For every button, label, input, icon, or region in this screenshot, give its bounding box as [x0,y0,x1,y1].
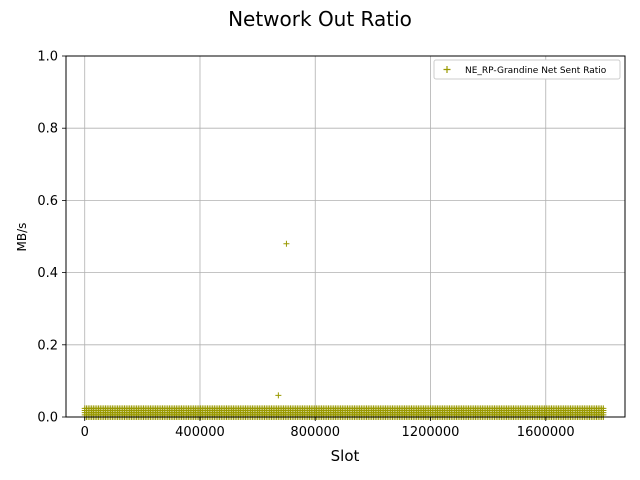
x-tick-label: 1200000 [402,425,460,440]
y-tick-label: 0.2 [37,338,58,353]
plot-area [66,56,625,417]
legend-label: NE_RP-Grandine Net Sent Ratio [465,66,607,76]
x-tick-label: 400000 [175,425,225,440]
data-point [283,240,290,247]
y-tick-label: 0.0 [37,411,58,426]
x-axis-label: Slot [331,447,360,465]
chart-title: Network Out Ratio [228,7,412,31]
legend-marker [443,66,451,73]
x-tick-label: 1600000 [517,425,575,440]
y-axis-ticks: 0.0 0.2 0.4 0.6 0.8 1.0 [37,50,66,426]
y-tick-label: 1.0 [37,50,58,65]
legend-box [433,59,621,80]
y-tick-label: 0.4 [37,266,58,281]
data-point [275,392,282,399]
y-tick-label: 0.6 [37,194,58,209]
data-point [600,405,607,412]
y-tick-label: 0.8 [37,122,58,137]
y-axis-label: MB/s [15,223,29,252]
data-points [81,240,607,420]
plot-frame [65,55,626,418]
legend: NE_RP-Grandine Net Sent Ratio [433,59,621,80]
x-axis-ticks: 0 400000 800000 1200000 1600000 [81,417,575,440]
x-tick-label: 800000 [290,425,340,440]
x-tick-label: 0 [81,425,89,440]
